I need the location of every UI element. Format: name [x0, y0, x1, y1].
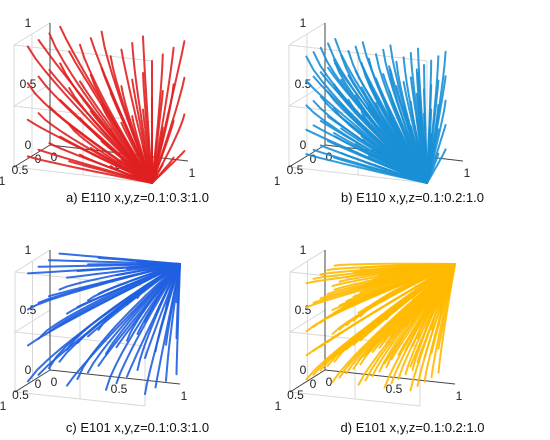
y-tick-label: 1 [0, 399, 7, 413]
x-tick-label: 0 [51, 375, 58, 389]
trajectory-line [409, 263, 456, 296]
trajectory-line [120, 48, 153, 184]
trajectory-line [144, 263, 181, 323]
z-tick-label: 0 [25, 138, 32, 152]
trajectory-line [409, 263, 456, 320]
y-tick-label: 0 [310, 152, 317, 166]
trajectory-line [144, 263, 181, 287]
x-tick-label: 1 [456, 389, 463, 403]
trajectory-line [144, 263, 181, 359]
trajectory-line [409, 263, 456, 368]
z-tick-label: 0 [25, 363, 32, 377]
y-tick-label: 0.5 [287, 388, 304, 402]
trajectory-line [109, 55, 153, 184]
z-tick-label: 1 [300, 16, 307, 30]
z-tick-label: 1 [25, 16, 32, 30]
caption-a: a) E110 x,y,z=0.1:0.3:1.0 [66, 190, 209, 205]
x-tick-label: 1 [464, 166, 471, 180]
y-tick-label: 0.5 [287, 163, 304, 177]
grid-line [14, 309, 51, 333]
y-axis [288, 144, 326, 168]
grid-line [289, 309, 326, 333]
z-tick-label: 0 [300, 363, 307, 377]
y-axis [289, 369, 326, 393]
z-tick-label: 0.5 [295, 77, 312, 91]
x-axis [49, 369, 181, 385]
y-tick-label: 0.5 [12, 163, 29, 177]
y-tick-label: 0.5 [12, 388, 29, 402]
grid-line [13, 83, 51, 107]
trajectory-line [383, 263, 456, 293]
trajectory-line [105, 263, 181, 355]
trajectory-line [109, 128, 153, 184]
caption-c: c) E101 x,y,z=0.1:0.3:1.0 [65, 420, 210, 435]
caption-d: d) E101 x,y,z=0.1:0.2:1.0 [340, 420, 485, 435]
subplot-a: 0 0 0 0.5 0.5 0.5 1 1 1 a) E110 x,y,z=0.1:0.3:1.… [0, 0, 275, 220]
z-tick-label: 1 [25, 243, 32, 257]
z-tick-label: 1 [300, 243, 307, 257]
y-tick-label: 1 [0, 174, 6, 188]
x-tick-label: 0 [326, 150, 333, 164]
x-tick-label: 0 [51, 150, 58, 164]
x-tick-label: 0.5 [111, 382, 128, 396]
y-axis [14, 369, 51, 393]
subplot-d: 0 0 0 0.5 0.5 0.5 1 1 1 d) E101 x,y,z=0.1:0.2:1.… [275, 220, 550, 440]
y-axis [13, 144, 51, 168]
trajectory-line [105, 263, 181, 283]
z-tick-label: 0 [300, 138, 307, 152]
x-tick-label: 1 [181, 389, 188, 403]
trajectory-line [388, 162, 428, 184]
trajectory-line [109, 165, 153, 184]
x-tick-label: 0.5 [386, 382, 403, 396]
x-tick-label: 1 [189, 166, 196, 180]
trajectory-line [66, 263, 181, 315]
subplot-c: 0 0 0 0.5 0.5 0.5 1 1 1 c) E101 x,y,z=0.1:0.3:1.… [0, 220, 275, 440]
z-tick-label: 0.5 [295, 303, 312, 317]
subplot-b: 0 0 0 0.5 0.5 0.5 1 1 1 b) E110 x,y,z=0.1:0.2:1.… [275, 0, 550, 220]
y-tick-label: 0 [35, 377, 42, 391]
y-tick-label: 0 [310, 377, 317, 391]
trajectory-line [415, 68, 428, 184]
grid-line [288, 83, 326, 107]
y-tick-label: 1 [275, 399, 282, 413]
y-tick-label: 1 [275, 174, 281, 188]
x-tick-label: 0 [326, 375, 333, 389]
caption-b: b) E110 x,y,z=0.1:0.2:1.0 [341, 190, 484, 205]
